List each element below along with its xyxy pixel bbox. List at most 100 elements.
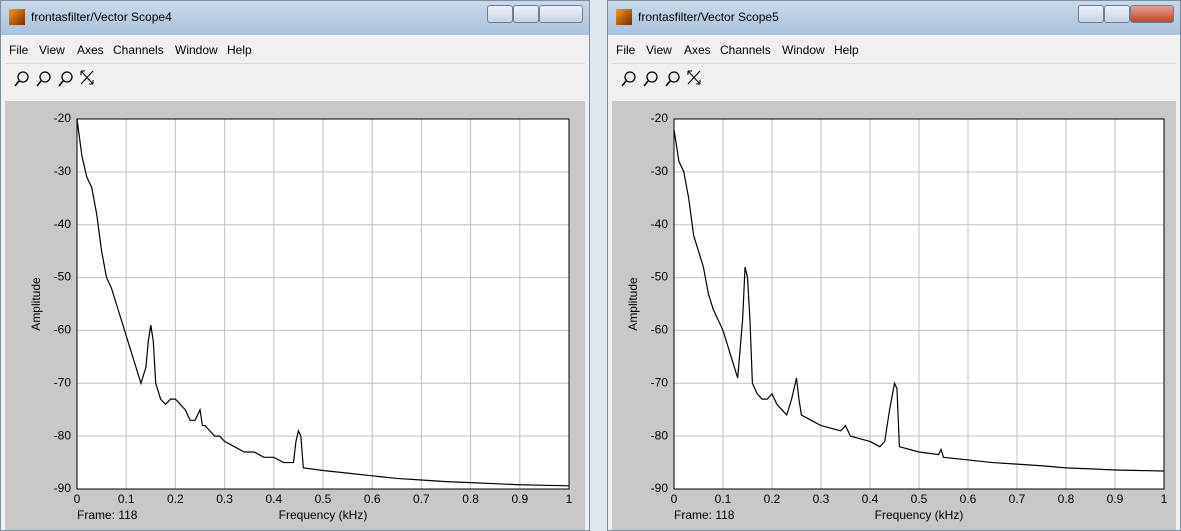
zoom-icon xyxy=(40,72,50,82)
x-tick-label: 0.6 xyxy=(364,492,381,506)
x-tick-label: 0.5 xyxy=(911,492,928,506)
zoom-icon xyxy=(18,72,28,82)
window-title: frontasfilter/Vector Scope5 xyxy=(638,10,779,24)
zoom-button[interactable] xyxy=(15,72,28,86)
window: frontasfilter/Vector Scope5 File View Axes C… xyxy=(607,0,1181,531)
autoscale-icon xyxy=(688,71,700,84)
x-tick-label: 0.3 xyxy=(216,492,233,506)
zoom-handle xyxy=(622,81,626,86)
toolbar xyxy=(5,63,585,96)
x-tick-label: 0.8 xyxy=(462,492,479,506)
zoom-icon xyxy=(647,72,657,82)
plot-area: 0 0.1 0.2 0.3 0.4 0.5 0.6 0.7 0.8 0.9 1 -90 -80 -70 -6… xyxy=(5,101,585,531)
maximize-button[interactable] xyxy=(513,5,539,23)
close-button[interactable] xyxy=(539,5,583,23)
x-tick-label: 0.4 xyxy=(862,492,879,506)
zoom-handle xyxy=(644,81,648,86)
y-tick-label: -50 xyxy=(651,270,669,284)
menu-bar: File View Axes Channels Window Help xyxy=(612,39,1176,61)
zoom-button[interactable] xyxy=(622,72,635,86)
frame-counter: Frame: 118 xyxy=(674,508,735,522)
menu-item[interactable]: View xyxy=(646,43,672,57)
x-tick-label: 0.2 xyxy=(764,492,781,506)
zoom-button[interactable] xyxy=(666,72,679,86)
menu-item[interactable]: File xyxy=(9,43,28,57)
x-tick-label: 0.4 xyxy=(265,492,282,506)
frame-counter: Frame: 118 xyxy=(77,508,138,522)
app-icon xyxy=(616,9,632,25)
y-tick-label: -70 xyxy=(54,375,72,389)
close-button[interactable] xyxy=(1130,5,1174,23)
menu-item[interactable]: Window xyxy=(175,43,218,57)
y-tick-label: -70 xyxy=(651,375,669,389)
menu-item[interactable]: Channels xyxy=(720,43,771,57)
menu-item[interactable]: Axes xyxy=(684,43,711,57)
x-tick-label: 0.3 xyxy=(813,492,830,506)
window-title: frontasfilter/Vector Scope4 xyxy=(31,10,172,24)
y-tick-label: -50 xyxy=(54,270,72,284)
y-tick-label: -20 xyxy=(54,111,72,125)
x-axis-label: Frequency (kHz) xyxy=(875,508,964,522)
menu-item[interactable]: Help xyxy=(227,43,252,57)
toolbar-icons xyxy=(5,64,125,94)
desktop: {"windows": [ {"title": "frontasfilter/V… xyxy=(0,0,1181,531)
zoom-icon xyxy=(62,72,72,82)
menu-item[interactable]: Help xyxy=(834,43,859,57)
toolbar-icons xyxy=(612,64,732,94)
plot-area: 0 0.1 0.2 0.3 0.4 0.5 0.6 0.7 0.8 0.9 1 -90 -80 -70 -6… xyxy=(612,101,1176,531)
zoom-handle xyxy=(37,81,41,86)
menu-item[interactable]: Window xyxy=(782,43,825,57)
x-tick-label: 0.7 xyxy=(1009,492,1026,506)
zoom-icon xyxy=(669,72,679,82)
menu-item[interactable]: Channels xyxy=(113,43,164,57)
y-tick-label: -20 xyxy=(651,111,669,125)
y-tick-label: -80 xyxy=(651,428,669,442)
autoscale-button[interactable] xyxy=(688,71,700,84)
x-tick-label: 0.1 xyxy=(118,492,135,506)
zoom-icon xyxy=(625,72,635,82)
y-tick-label: -30 xyxy=(54,164,72,178)
x-tick-label: 1 xyxy=(566,492,573,506)
menu-item[interactable]: File xyxy=(616,43,635,57)
y-tick-label: -60 xyxy=(54,323,72,337)
title-bar: frontasfilter/Vector Scope4 xyxy=(1,1,589,35)
x-tick-label: 0.5 xyxy=(315,492,332,506)
y-tick-label: -40 xyxy=(651,217,669,231)
y-tick-label: -30 xyxy=(651,164,669,178)
maximize-button[interactable] xyxy=(1104,5,1130,23)
y-tick-label: -80 xyxy=(54,428,72,442)
menu-item[interactable]: Axes xyxy=(77,43,104,57)
toolbar xyxy=(612,63,1176,96)
y-tick-label: -90 xyxy=(651,481,669,495)
x-tick-label: 0.2 xyxy=(167,492,184,506)
x-tick-label: 0.9 xyxy=(1107,492,1124,506)
x-axis-label: Frequency (kHz) xyxy=(279,508,368,522)
y-axis-label: Amplitude xyxy=(29,277,43,331)
y-tick-label: -60 xyxy=(651,323,669,337)
zoom-button[interactable] xyxy=(59,72,72,86)
minimize-button[interactable] xyxy=(487,5,513,23)
menu-bar: File View Axes Channels Window Help xyxy=(5,39,585,61)
y-axis-label: Amplitude xyxy=(626,277,640,331)
x-tick-label: 0.8 xyxy=(1058,492,1075,506)
autoscale-button[interactable] xyxy=(81,71,93,84)
x-tick-label: 0 xyxy=(74,492,81,506)
x-tick-label: 0.9 xyxy=(511,492,528,506)
y-tick-label: -90 xyxy=(54,481,72,495)
x-tick-label: 0.6 xyxy=(960,492,977,506)
zoom-handle xyxy=(59,81,63,86)
x-tick-label: 0.1 xyxy=(715,492,732,506)
x-tick-label: 0 xyxy=(671,492,678,506)
autoscale-icon xyxy=(81,71,93,84)
y-tick-label: -40 xyxy=(54,217,72,231)
zoom-button[interactable] xyxy=(644,72,657,86)
minimize-button[interactable] xyxy=(1078,5,1104,23)
app-icon xyxy=(9,9,25,25)
x-tick-label: 0.7 xyxy=(413,492,430,506)
window: frontasfilter/Vector Scope4 File View Axes C… xyxy=(0,0,590,531)
zoom-button[interactable] xyxy=(37,72,50,86)
x-tick-label: 1 xyxy=(1161,492,1168,506)
title-bar: frontasfilter/Vector Scope5 xyxy=(608,1,1180,35)
zoom-handle xyxy=(15,81,19,86)
menu-item[interactable]: View xyxy=(39,43,65,57)
